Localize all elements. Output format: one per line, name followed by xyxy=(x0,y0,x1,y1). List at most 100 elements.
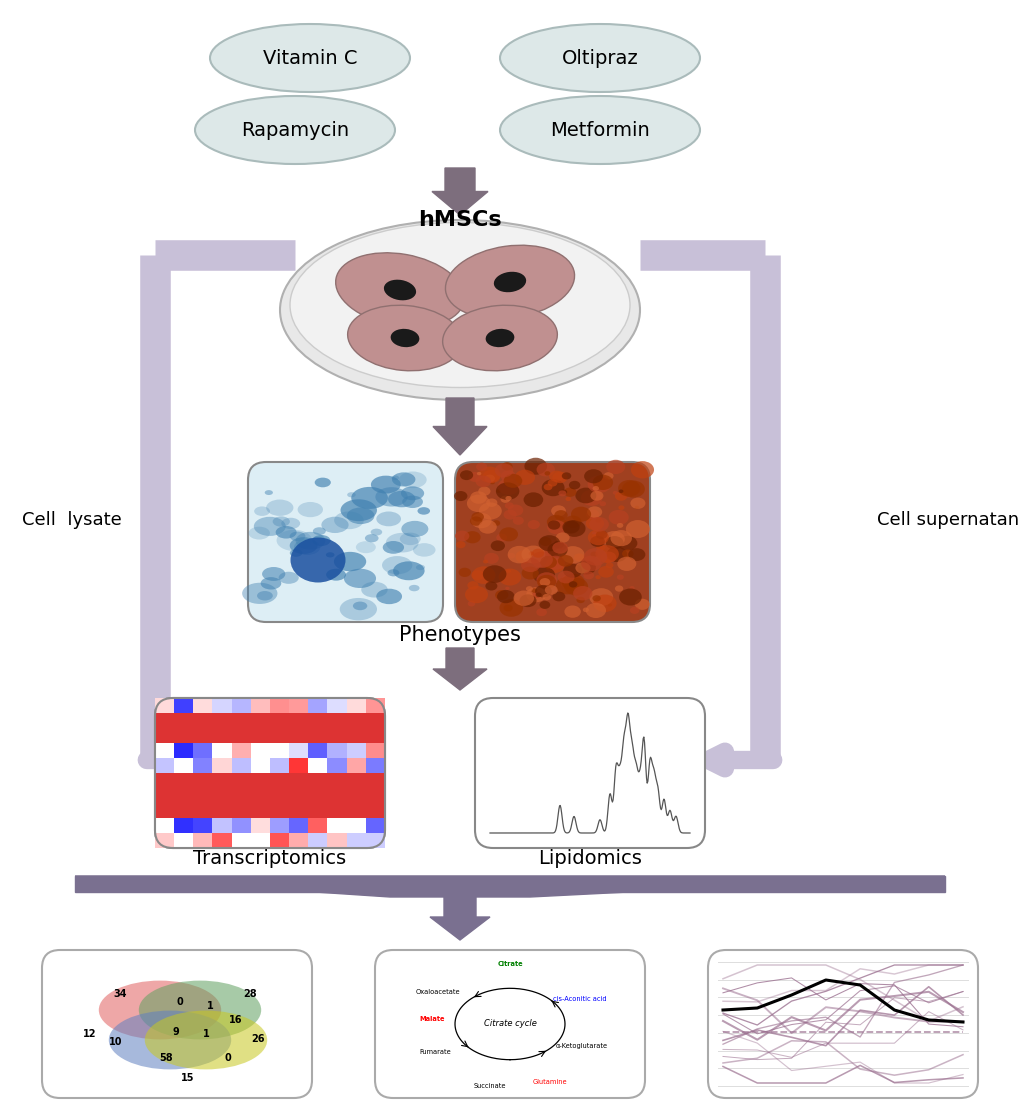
Text: Rapamycin: Rapamycin xyxy=(240,120,348,140)
Bar xyxy=(346,818,366,833)
Ellipse shape xyxy=(541,479,564,496)
Ellipse shape xyxy=(539,601,549,609)
Ellipse shape xyxy=(519,594,536,607)
Ellipse shape xyxy=(346,508,374,525)
Ellipse shape xyxy=(547,520,559,530)
Ellipse shape xyxy=(479,466,500,483)
Bar xyxy=(308,758,327,773)
Ellipse shape xyxy=(356,541,375,553)
Bar xyxy=(174,698,194,713)
Ellipse shape xyxy=(584,469,602,484)
Ellipse shape xyxy=(586,509,598,519)
Polygon shape xyxy=(433,398,486,455)
Ellipse shape xyxy=(630,607,639,614)
Ellipse shape xyxy=(591,531,596,534)
Ellipse shape xyxy=(539,540,564,558)
Ellipse shape xyxy=(445,246,574,318)
Bar xyxy=(308,698,327,713)
Ellipse shape xyxy=(485,328,514,347)
Ellipse shape xyxy=(569,581,577,587)
Ellipse shape xyxy=(335,252,464,327)
Bar xyxy=(155,758,174,773)
Ellipse shape xyxy=(416,564,425,570)
Ellipse shape xyxy=(257,591,272,601)
Ellipse shape xyxy=(618,506,624,510)
Ellipse shape xyxy=(564,516,581,528)
Bar xyxy=(270,818,288,833)
Ellipse shape xyxy=(581,555,601,571)
Bar xyxy=(194,713,212,728)
Text: Fumarate: Fumarate xyxy=(419,1049,450,1055)
Bar xyxy=(194,698,212,713)
Text: 26: 26 xyxy=(251,1034,265,1044)
Bar xyxy=(251,788,270,803)
Ellipse shape xyxy=(531,551,552,568)
Bar xyxy=(366,773,384,788)
Ellipse shape xyxy=(513,591,534,606)
Ellipse shape xyxy=(560,489,567,495)
Ellipse shape xyxy=(298,501,323,517)
Bar xyxy=(327,803,346,818)
Ellipse shape xyxy=(459,568,471,577)
Ellipse shape xyxy=(628,548,645,561)
Ellipse shape xyxy=(557,490,566,496)
Bar xyxy=(194,803,212,818)
Ellipse shape xyxy=(531,592,540,598)
Bar xyxy=(327,758,346,773)
Bar xyxy=(251,743,270,758)
Ellipse shape xyxy=(592,475,612,490)
Bar xyxy=(194,758,212,773)
Ellipse shape xyxy=(593,594,615,612)
Bar xyxy=(212,773,231,788)
Bar xyxy=(155,788,174,803)
Bar xyxy=(327,698,346,713)
Bar xyxy=(327,833,346,849)
Ellipse shape xyxy=(562,564,582,577)
Bar xyxy=(366,788,384,803)
Ellipse shape xyxy=(564,487,576,497)
Bar xyxy=(174,728,194,743)
Ellipse shape xyxy=(376,588,401,604)
Bar xyxy=(212,728,231,743)
Ellipse shape xyxy=(505,570,511,573)
Ellipse shape xyxy=(385,533,418,552)
Ellipse shape xyxy=(249,527,270,540)
Ellipse shape xyxy=(494,590,507,599)
Ellipse shape xyxy=(547,520,566,534)
Ellipse shape xyxy=(538,536,559,551)
Ellipse shape xyxy=(562,520,585,537)
Bar xyxy=(212,818,231,833)
Ellipse shape xyxy=(589,588,612,606)
Ellipse shape xyxy=(595,543,605,551)
Bar xyxy=(75,876,944,892)
Ellipse shape xyxy=(399,532,420,545)
Bar xyxy=(174,833,194,849)
Ellipse shape xyxy=(546,555,565,570)
Ellipse shape xyxy=(465,586,487,603)
Ellipse shape xyxy=(391,475,398,480)
Ellipse shape xyxy=(521,545,545,563)
Ellipse shape xyxy=(557,571,574,583)
Ellipse shape xyxy=(501,462,513,471)
Ellipse shape xyxy=(321,517,348,533)
Text: 34: 34 xyxy=(113,988,126,1000)
Ellipse shape xyxy=(524,457,546,475)
Ellipse shape xyxy=(484,475,494,483)
Text: Succinate: Succinate xyxy=(473,1083,505,1089)
Ellipse shape xyxy=(515,469,535,485)
Bar xyxy=(251,728,270,743)
Ellipse shape xyxy=(560,547,584,563)
Ellipse shape xyxy=(471,512,491,528)
Text: Citrate: Citrate xyxy=(496,961,523,966)
Ellipse shape xyxy=(470,491,486,504)
Polygon shape xyxy=(75,876,944,897)
Bar xyxy=(270,833,288,849)
Ellipse shape xyxy=(289,223,630,388)
Ellipse shape xyxy=(353,602,367,611)
Ellipse shape xyxy=(539,537,551,547)
Ellipse shape xyxy=(561,574,584,591)
Ellipse shape xyxy=(453,491,467,501)
Ellipse shape xyxy=(280,220,639,400)
Ellipse shape xyxy=(536,572,556,587)
Text: 1: 1 xyxy=(203,1029,209,1039)
